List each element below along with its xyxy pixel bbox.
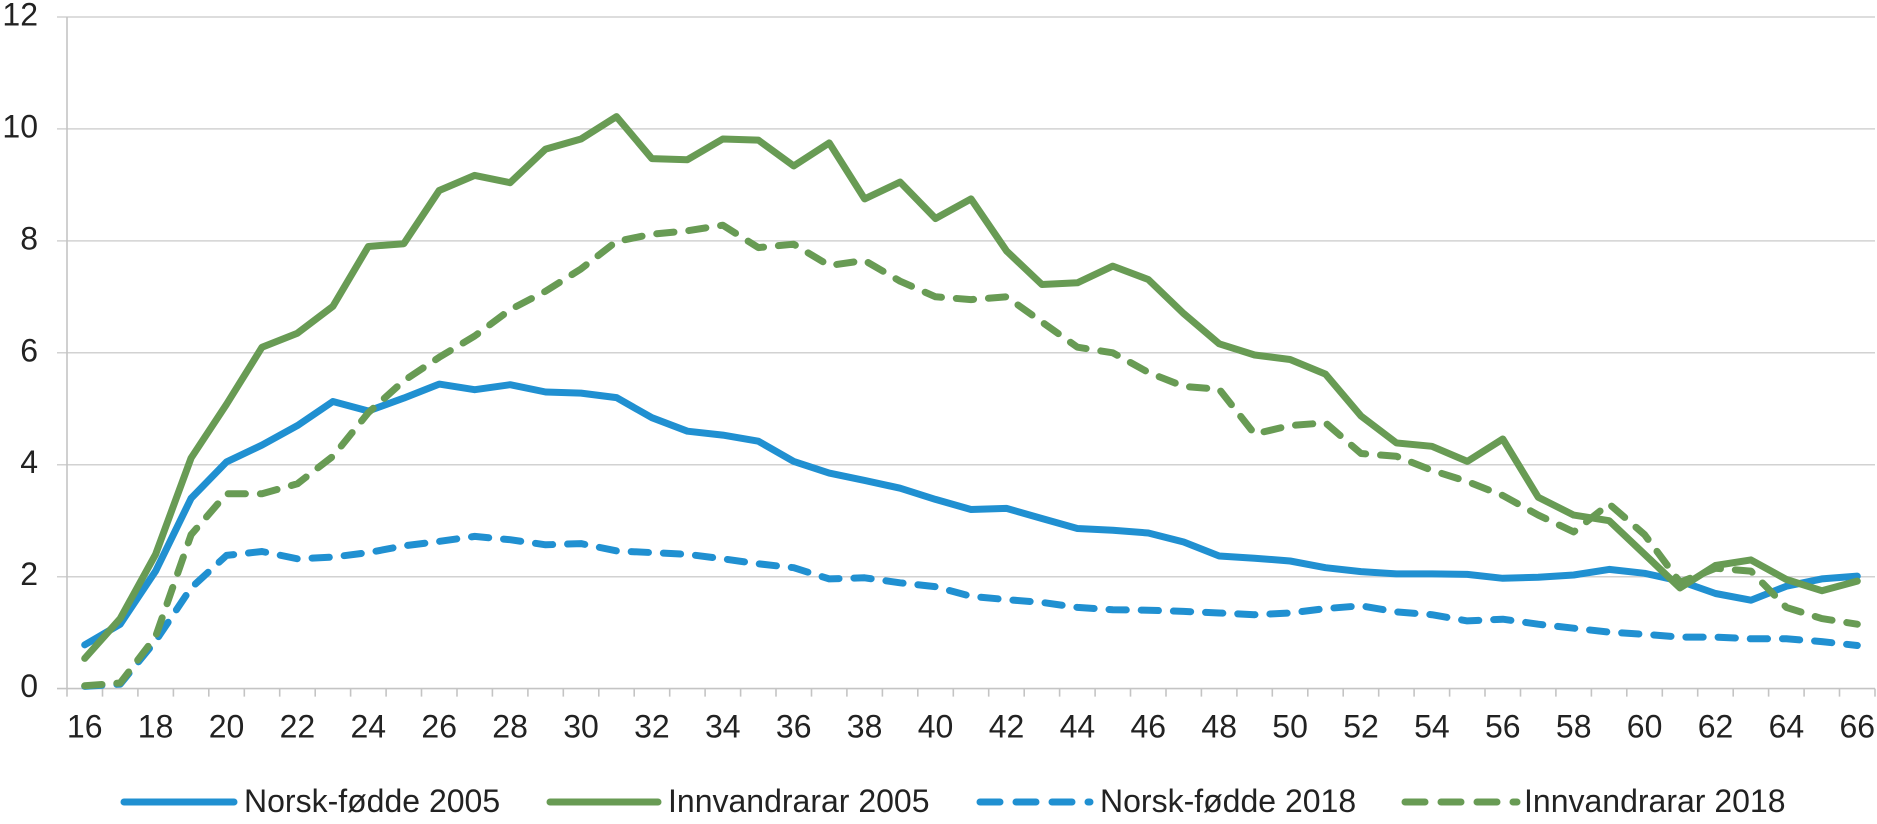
svg-text:Norsk-fødde 2005: Norsk-fødde 2005	[244, 783, 500, 819]
svg-text:36: 36	[776, 709, 812, 745]
svg-text:0: 0	[20, 668, 38, 704]
svg-text:42: 42	[989, 709, 1025, 745]
svg-text:8: 8	[20, 220, 38, 256]
svg-text:24: 24	[351, 709, 387, 745]
svg-text:22: 22	[280, 709, 316, 745]
svg-text:32: 32	[634, 709, 670, 745]
svg-text:30: 30	[563, 709, 599, 745]
svg-text:6: 6	[20, 332, 38, 368]
svg-text:58: 58	[1556, 709, 1592, 745]
svg-text:54: 54	[1414, 709, 1450, 745]
svg-text:Norsk-fødde 2018: Norsk-fødde 2018	[1100, 783, 1356, 819]
svg-text:26: 26	[421, 709, 457, 745]
svg-text:48: 48	[1201, 709, 1237, 745]
svg-text:16: 16	[67, 709, 103, 745]
svg-text:56: 56	[1485, 709, 1521, 745]
svg-text:28: 28	[492, 709, 528, 745]
svg-text:Innvandrarar 2005: Innvandrarar 2005	[668, 783, 930, 819]
svg-text:50: 50	[1272, 709, 1308, 745]
svg-text:64: 64	[1769, 709, 1805, 745]
svg-text:52: 52	[1343, 709, 1379, 745]
svg-text:10: 10	[2, 108, 38, 144]
svg-text:20: 20	[209, 709, 245, 745]
svg-text:2: 2	[20, 556, 38, 592]
svg-text:62: 62	[1698, 709, 1734, 745]
svg-text:12: 12	[2, 0, 38, 33]
svg-text:18: 18	[138, 709, 174, 745]
svg-text:4: 4	[20, 444, 38, 480]
svg-text:Innvandrarar 2018: Innvandrarar 2018	[1524, 783, 1786, 819]
svg-text:46: 46	[1131, 709, 1167, 745]
svg-text:44: 44	[1060, 709, 1096, 745]
svg-text:34: 34	[705, 709, 741, 745]
svg-text:60: 60	[1627, 709, 1663, 745]
svg-text:38: 38	[847, 709, 883, 745]
svg-text:66: 66	[1840, 709, 1876, 745]
svg-text:40: 40	[918, 709, 954, 745]
